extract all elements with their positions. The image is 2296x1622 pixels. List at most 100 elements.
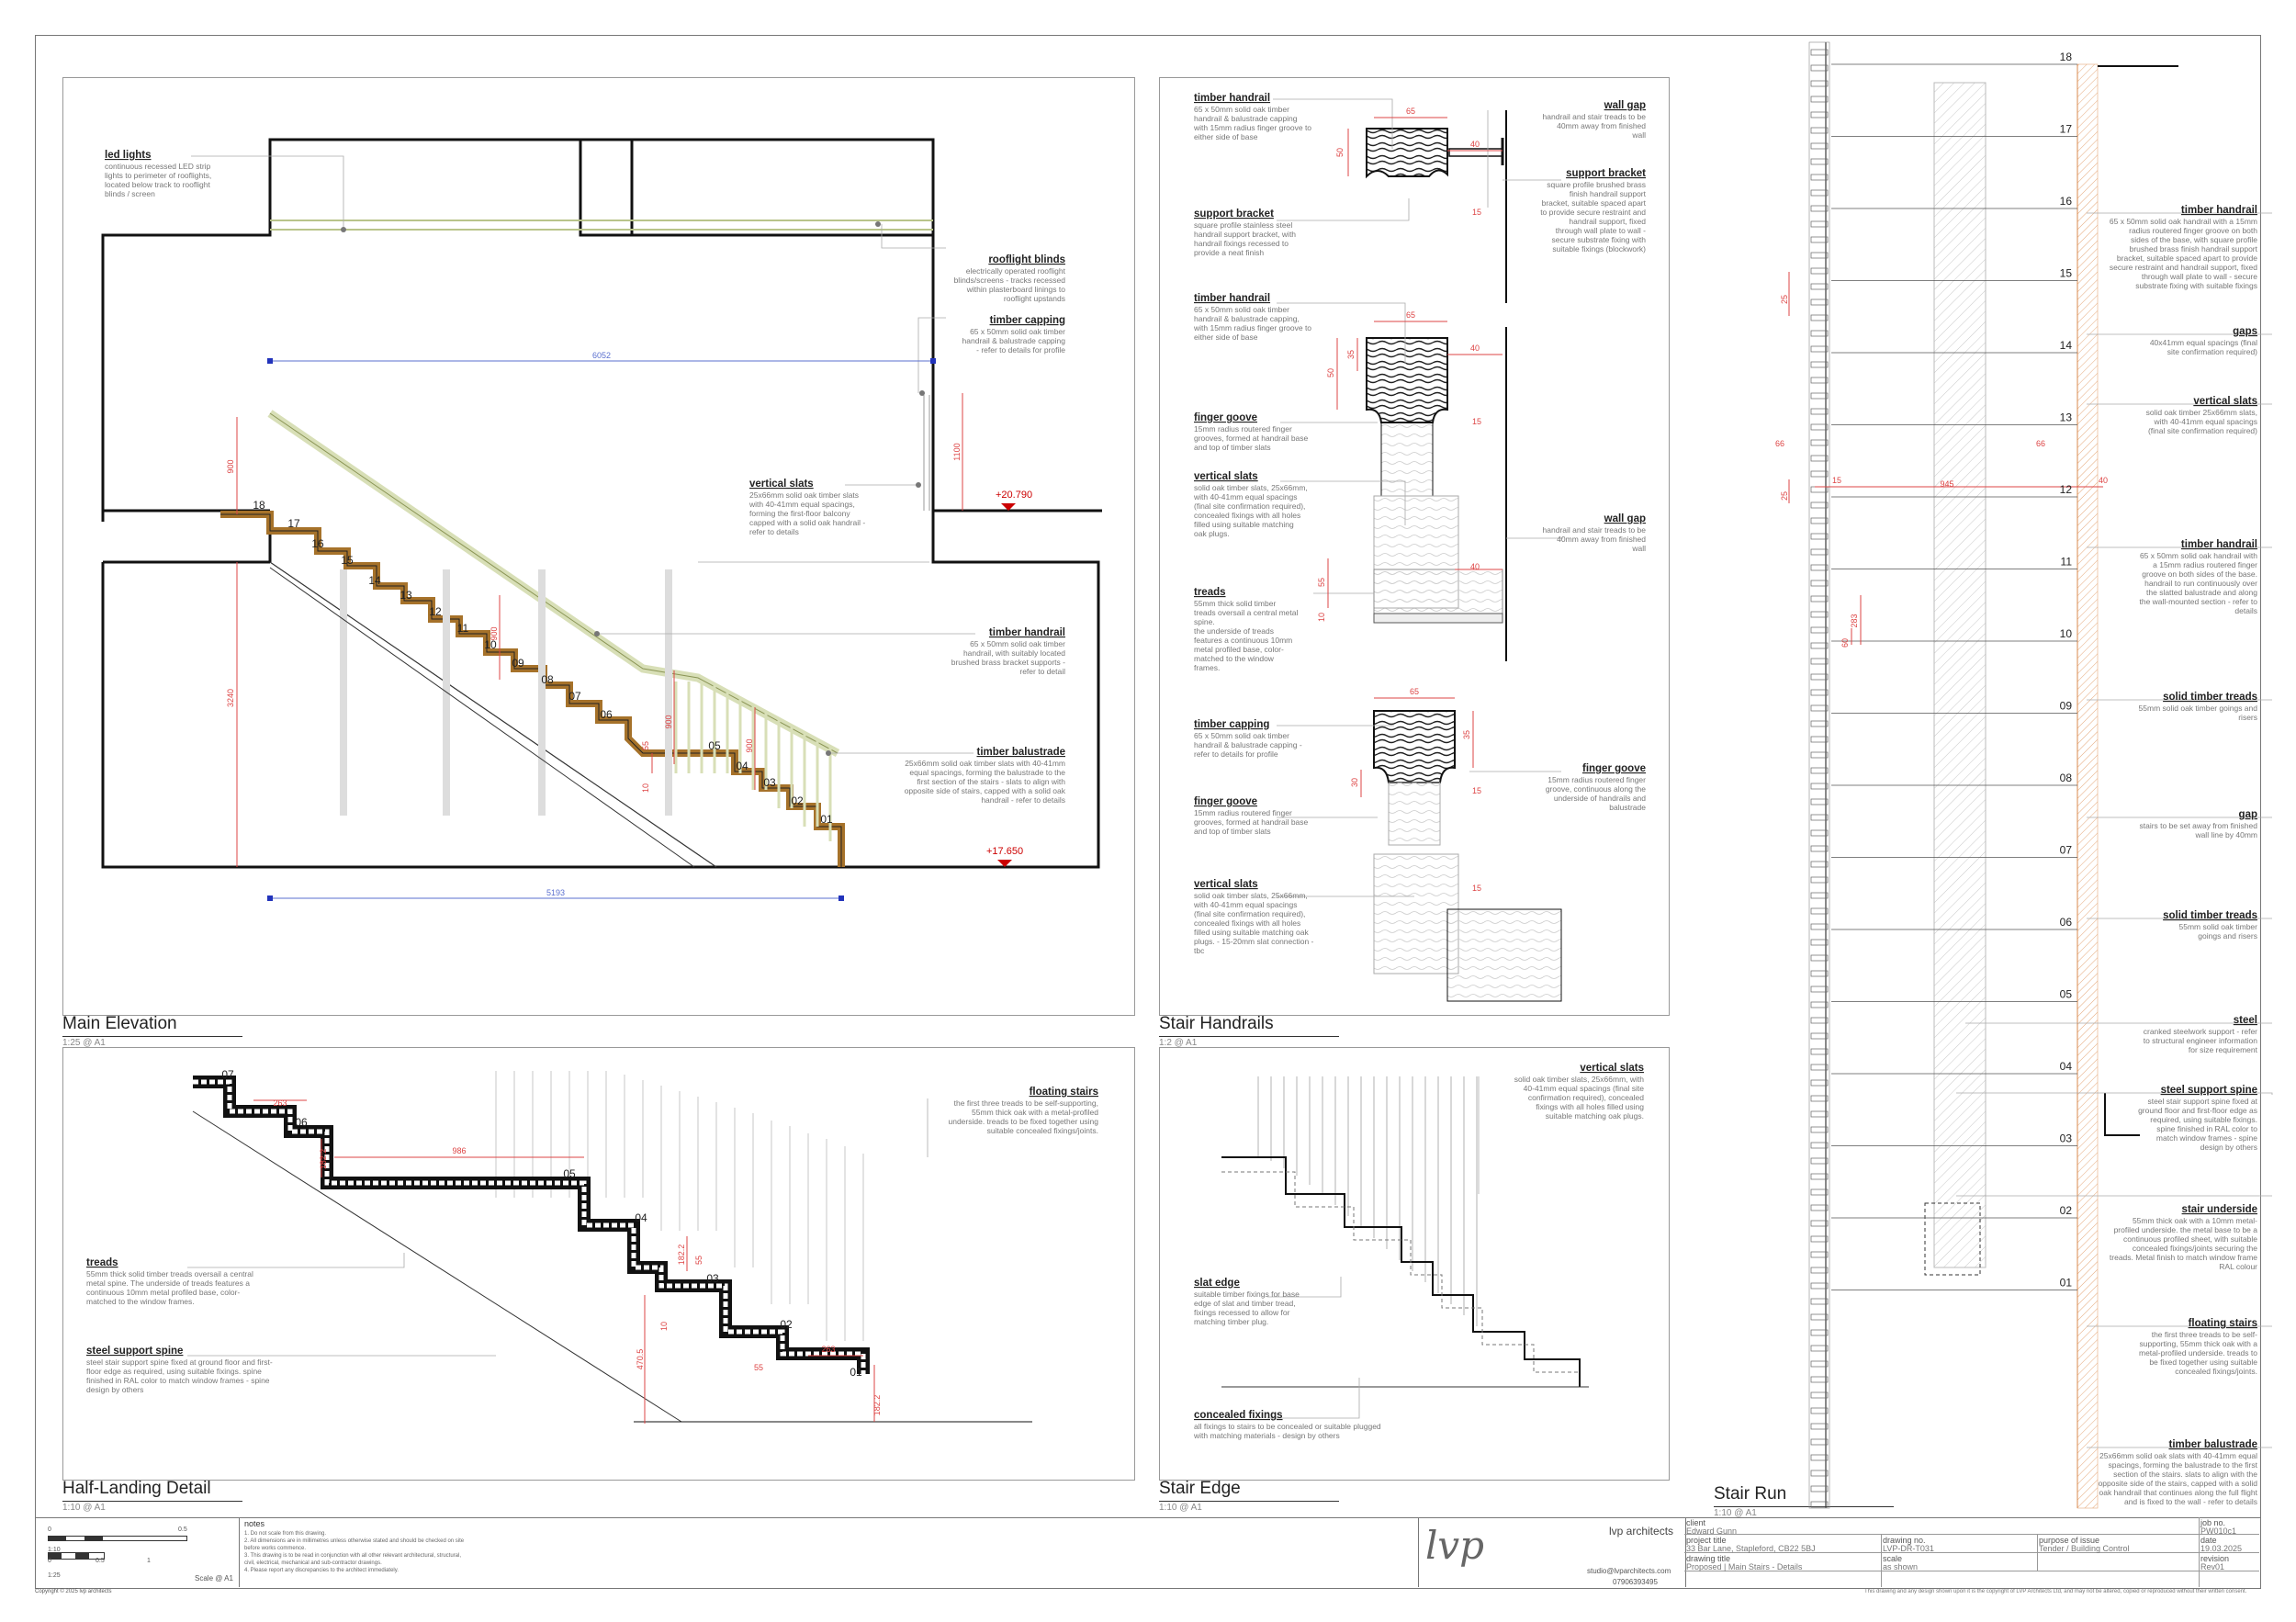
- run-note-text: radius routered finger groove on both: [2129, 226, 2257, 235]
- scale-label-b0: 0: [48, 1558, 51, 1564]
- job-no-value: PW010c1: [2200, 1526, 2237, 1536]
- run-slat: [1810, 267, 1829, 275]
- run-note-text: spine finished in RAL color to: [2156, 1124, 2257, 1133]
- handrail-note-text: the underside of treads: [1194, 626, 1274, 636]
- run-note-heading: gaps: [2233, 326, 2257, 337]
- project-title-value: 33 Bar Lane, Stapleford, CB22 5BJ: [1686, 1544, 1816, 1553]
- handrail-note-text: handrail and stair treads to be: [1543, 112, 1647, 121]
- drawing-no-label: drawing no.: [1883, 1536, 1926, 1545]
- run-slat: [1810, 1470, 1829, 1477]
- run-note-text: treads. Metal finish to match window fra…: [2110, 1253, 2257, 1262]
- revision-label: revision: [2200, 1554, 2230, 1563]
- run-dim: 283: [1850, 614, 1859, 627]
- handrail-note-text: 15mm radius routered finger: [1548, 775, 1646, 784]
- half-landing-title: Half-Landing Detail: [62, 1479, 211, 1498]
- run-slat: [1810, 923, 1829, 930]
- run-slat: [1810, 314, 1829, 321]
- run-note-heading: steel support spine: [2161, 1085, 2257, 1096]
- landing-note-text: 55mm thick solid timber treads oversail …: [86, 1269, 253, 1278]
- panel-half-landing: [62, 1047, 1135, 1481]
- handrail-note-text: (final site confirmation required),: [1194, 909, 1305, 918]
- run-note-text: RAL colour: [2219, 1262, 2257, 1271]
- step-number: 18: [253, 499, 265, 512]
- run-slat: [1810, 330, 1829, 337]
- elevation-note-text: capped with a solid oak handrail -: [749, 518, 865, 527]
- stair-run-title: Stair Run: [1714, 1484, 1787, 1504]
- edge-note-text: suitable timber fixings for base: [1194, 1290, 1300, 1299]
- main-elevation-title-line: [62, 1036, 242, 1037]
- elevation-leaders: [191, 155, 975, 754]
- slat-section-3: [1373, 853, 1459, 974]
- run-step-number: 16: [2060, 195, 2073, 208]
- run-slat: [1810, 861, 1829, 868]
- run-note-text: goings and risers: [2198, 931, 2257, 941]
- run-slat: [1810, 220, 1829, 228]
- edge-note-text: suitable matching oak plugs.: [1546, 1111, 1644, 1121]
- run-note-heading: timber handrail: [2181, 205, 2257, 216]
- landing-dim: 263: [273, 1098, 287, 1108]
- run-slat: [1810, 1110, 1829, 1118]
- run-slat: [1810, 252, 1829, 259]
- run-slat: [1810, 189, 1829, 197]
- leader-dot: [875, 221, 881, 227]
- date-label: date: [2200, 1536, 2217, 1545]
- dim-gap: 10: [641, 783, 650, 793]
- half-landing-title-line: [62, 1501, 242, 1502]
- handrail-details: [1273, 98, 1563, 1002]
- run-step-number: 04: [2060, 1060, 2073, 1073]
- run-slat: [1810, 626, 1829, 634]
- stair-run-leaders: [1956, 212, 2273, 1448]
- run-note-text: stairs to be set away from finished: [2139, 821, 2257, 830]
- landing-dim: 182.2: [677, 1245, 686, 1266]
- panel-stair-handrails: [1159, 77, 1670, 1016]
- handrail-note-text: frames.: [1194, 663, 1220, 672]
- elevation-note-text: 25x66mm solid oak timber slats: [749, 490, 859, 500]
- elevation-note-text: blinds / screen: [105, 189, 155, 198]
- stair-run-tread-lines: [1831, 63, 2077, 1290]
- handrail-dim: 15: [1472, 208, 1481, 217]
- run-slat: [1810, 1391, 1829, 1399]
- handrail-note-text: square profile brushed brass: [1547, 180, 1646, 189]
- stair-run-slat-marks: [1810, 49, 1829, 1508]
- handrail-note-text: with 15mm radius finger groove to: [1193, 123, 1311, 132]
- run-note-text: risers: [2238, 713, 2257, 722]
- purpose-label: purpose of issue: [2039, 1536, 2100, 1545]
- run-slat: [1810, 142, 1829, 150]
- run-note-text: the first three treads to be self-: [2152, 1330, 2257, 1339]
- handrail-note-heading: timber capping: [1194, 719, 1269, 730]
- elevation-note-heading: rooflight blinds: [988, 254, 1065, 265]
- run-slat: [1810, 1220, 1829, 1227]
- handrail-note-heading: wall gap: [1604, 100, 1646, 111]
- handrail-dim: 40: [1470, 140, 1480, 149]
- scale-label-b05: 0.5: [96, 1558, 105, 1564]
- handrail-dim: 35: [1346, 350, 1356, 359]
- edge-note-text: with matching materials - design by othe…: [1193, 1431, 1340, 1440]
- handrail-note-text: concealed fixings with all holes: [1194, 511, 1300, 520]
- landing-note-text: floor edge as required, using suitable f…: [86, 1367, 262, 1376]
- client-value: Edward Gunn: [1686, 1526, 1738, 1536]
- landing-step-number: 03: [706, 1272, 719, 1285]
- run-slat: [1810, 689, 1829, 696]
- run-note-heading: timber balustrade: [2169, 1439, 2258, 1450]
- run-slat: [1810, 423, 1829, 431]
- run-slat: [1810, 1438, 1829, 1446]
- leader-dot: [916, 482, 921, 488]
- elevation-note-text: 65 x 50mm solid oak timber: [970, 327, 1065, 336]
- run-slat: [1810, 517, 1829, 524]
- handrail-note-text: handrail & balustrade capping,: [1194, 314, 1300, 323]
- run-note-text: (final site confirmation required): [2148, 426, 2257, 435]
- stair-edge-scale: 1:10 @ A1: [1159, 1503, 1202, 1513]
- landing-dim: 182.2: [872, 1395, 882, 1416]
- stair-edge-title-line: [1159, 1501, 1339, 1502]
- handrail-note-text: 15mm radius routered finger: [1194, 808, 1292, 817]
- capping-section: [1373, 710, 1456, 783]
- landing-note-heading: floating stairs: [1030, 1087, 1098, 1098]
- run-note-text: design by others: [2200, 1143, 2257, 1152]
- step-number: 05: [708, 739, 721, 752]
- rooflight-upstand: [579, 140, 634, 237]
- half-landing-scale: 1:10 @ A1: [62, 1503, 106, 1513]
- step-number: 11: [457, 622, 469, 635]
- run-slat: [1810, 845, 1829, 852]
- run-slat: [1810, 1001, 1829, 1008]
- landing-step-number: 04: [635, 1211, 647, 1224]
